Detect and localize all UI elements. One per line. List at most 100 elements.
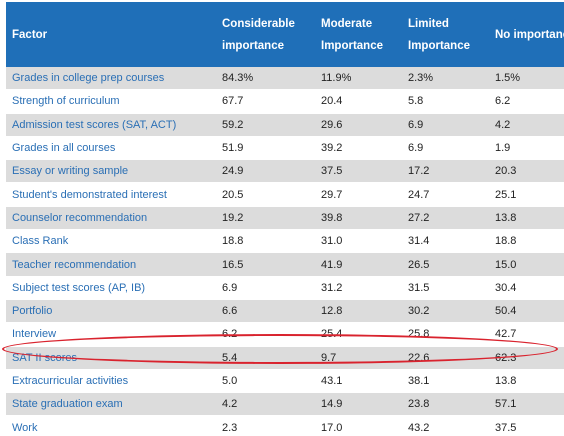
table-row: State graduation exam 4.2 14.9 23.8 57.1	[6, 392, 564, 417]
table-row: SAT II scores 5.4 9.7 22.6 62.3	[6, 346, 564, 370]
cell-limited: 43.2	[402, 415, 489, 436]
cell-limited: 17.2	[402, 159, 489, 184]
table-row: Portfolio 6.6 12.8 30.2 50.4	[6, 299, 564, 324]
cell-moderate: 14.9	[315, 392, 402, 417]
cell-considerable: 20.5	[216, 182, 315, 207]
cell-moderate: 43.1	[315, 369, 402, 394]
cell-moderate: 31.0	[315, 229, 402, 254]
cell-moderate: 9.7	[315, 346, 402, 370]
cell-no: 50.4	[489, 299, 564, 324]
cell-considerable: 6.9	[216, 276, 315, 300]
cell-moderate: 25.4	[315, 322, 402, 347]
cell-limited: 30.2	[402, 299, 489, 324]
cell-no: 20.3	[489, 159, 564, 184]
cell-limited: 22.6	[402, 346, 489, 370]
table-body: Grades in college prep courses 84.3% 11.9%…	[6, 67, 564, 436]
cell-considerable: 6.2	[216, 322, 315, 347]
cell-limited: 26.5	[402, 252, 489, 277]
cell-considerable: 5.4	[216, 346, 315, 370]
cell-considerable: 67.7	[216, 89, 315, 114]
table-row: Interview 6.2 25.4 25.8 42.7	[6, 322, 564, 347]
cell-limited: 25.8	[402, 322, 489, 347]
table-row: Class Rank 18.8 31.0 31.4 18.8	[6, 229, 564, 254]
cell-limited: 23.8	[402, 392, 489, 417]
cell-no: 25.1	[489, 182, 564, 207]
cell-limited: 31.5	[402, 276, 489, 300]
cell-factor: Essay or writing sample	[6, 159, 216, 184]
cell-limited: 6.9	[402, 113, 489, 137]
cell-considerable: 84.3%	[216, 67, 315, 91]
cell-factor: Grades in college prep courses	[6, 67, 216, 91]
cell-factor: Student's demonstrated interest	[6, 182, 216, 207]
header-moderate-importance: Moderate Importance	[315, 2, 402, 67]
cell-limited: 6.9	[402, 136, 489, 161]
cell-no: 57.1	[489, 392, 564, 417]
cell-considerable: 4.2	[216, 392, 315, 417]
cell-moderate: 20.4	[315, 89, 402, 114]
cell-moderate: 37.5	[315, 159, 402, 184]
header-limited-importance: Limited Importance	[402, 2, 489, 67]
cell-moderate: 41.9	[315, 252, 402, 277]
header-considerable-importance: Considerable importance	[216, 2, 315, 67]
table-row: Subject test scores (AP, IB) 6.9 31.2 31.5 3…	[6, 276, 564, 300]
cell-considerable: 51.9	[216, 136, 315, 161]
cell-factor: Admission test scores (SAT, ACT)	[6, 113, 216, 137]
cell-no: 4.2	[489, 113, 564, 137]
cell-considerable: 6.6	[216, 299, 315, 324]
cell-no: 42.7	[489, 322, 564, 347]
cell-factor: SAT II scores	[6, 346, 216, 370]
cell-factor: Counselor recommendation	[6, 206, 216, 231]
table-row: Counselor recommendation 19.2 39.8 27.2 13.8	[6, 206, 564, 231]
table-row: Extracurricular activities 5.0 43.1 38.1 13.…	[6, 369, 564, 394]
cell-moderate: 12.8	[315, 299, 402, 324]
cell-no: 13.8	[489, 206, 564, 231]
cell-considerable: 16.5	[216, 252, 315, 277]
cell-factor: Portfolio	[6, 299, 216, 324]
cell-considerable: 59.2	[216, 113, 315, 137]
cell-factor: Interview	[6, 322, 216, 347]
table-header-row: Factor Considerable importance Moderate …	[6, 2, 564, 67]
cell-no: 18.8	[489, 229, 564, 254]
table-row: Teacher recommendation 16.5 41.9 26.5 15.0	[6, 252, 564, 277]
cell-considerable: 24.9	[216, 159, 315, 184]
cell-considerable: 2.3	[216, 415, 315, 436]
cell-no: 37.5	[489, 415, 564, 436]
cell-factor: Grades in all courses	[6, 136, 216, 161]
admission-factors-table-container: Factor Considerable importance Moderate …	[6, 2, 564, 436]
cell-moderate: 39.8	[315, 206, 402, 231]
cell-moderate: 29.7	[315, 182, 402, 207]
cell-considerable: 18.8	[216, 229, 315, 254]
cell-limited: 2.3%	[402, 67, 489, 91]
table-row: Work 2.3 17.0 43.2 37.5	[6, 415, 564, 436]
cell-limited: 5.8	[402, 89, 489, 114]
cell-no: 6.2	[489, 89, 564, 114]
cell-moderate: 17.0	[315, 415, 402, 436]
cell-moderate: 39.2	[315, 136, 402, 161]
table-row: Student's demonstrated interest 20.5 29.7 2…	[6, 182, 564, 207]
cell-no: 1.5%	[489, 67, 564, 91]
cell-moderate: 29.6	[315, 113, 402, 137]
cell-moderate: 11.9%	[315, 67, 402, 91]
cell-no: 62.3	[489, 346, 564, 370]
table-row: Essay or writing sample 24.9 37.5 17.2 20.3	[6, 159, 564, 184]
cell-factor: State graduation exam	[6, 392, 216, 417]
cell-no: 30.4	[489, 276, 564, 300]
cell-limited: 24.7	[402, 182, 489, 207]
cell-factor: Class Rank	[6, 229, 216, 254]
cell-no: 13.8	[489, 369, 564, 394]
header-factor: Factor	[6, 2, 216, 67]
cell-considerable: 19.2	[216, 206, 315, 231]
table-row: Grades in all courses 51.9 39.2 6.9 1.9	[6, 136, 564, 161]
table-row: Strength of curriculum 67.7 20.4 5.8 6.2	[6, 89, 564, 114]
cell-no: 15.0	[489, 252, 564, 277]
cell-factor: Teacher recommendation	[6, 252, 216, 277]
header-no-importance: No importance	[489, 2, 564, 67]
cell-limited: 27.2	[402, 206, 489, 231]
admission-factors-table: Factor Considerable importance Moderate …	[6, 2, 564, 436]
cell-no: 1.9	[489, 136, 564, 161]
cell-factor: Work	[6, 415, 216, 436]
cell-limited: 38.1	[402, 369, 489, 394]
cell-considerable: 5.0	[216, 369, 315, 394]
cell-factor: Extracurricular activities	[6, 369, 216, 394]
table-row: Grades in college prep courses 84.3% 11.9%…	[6, 67, 564, 91]
